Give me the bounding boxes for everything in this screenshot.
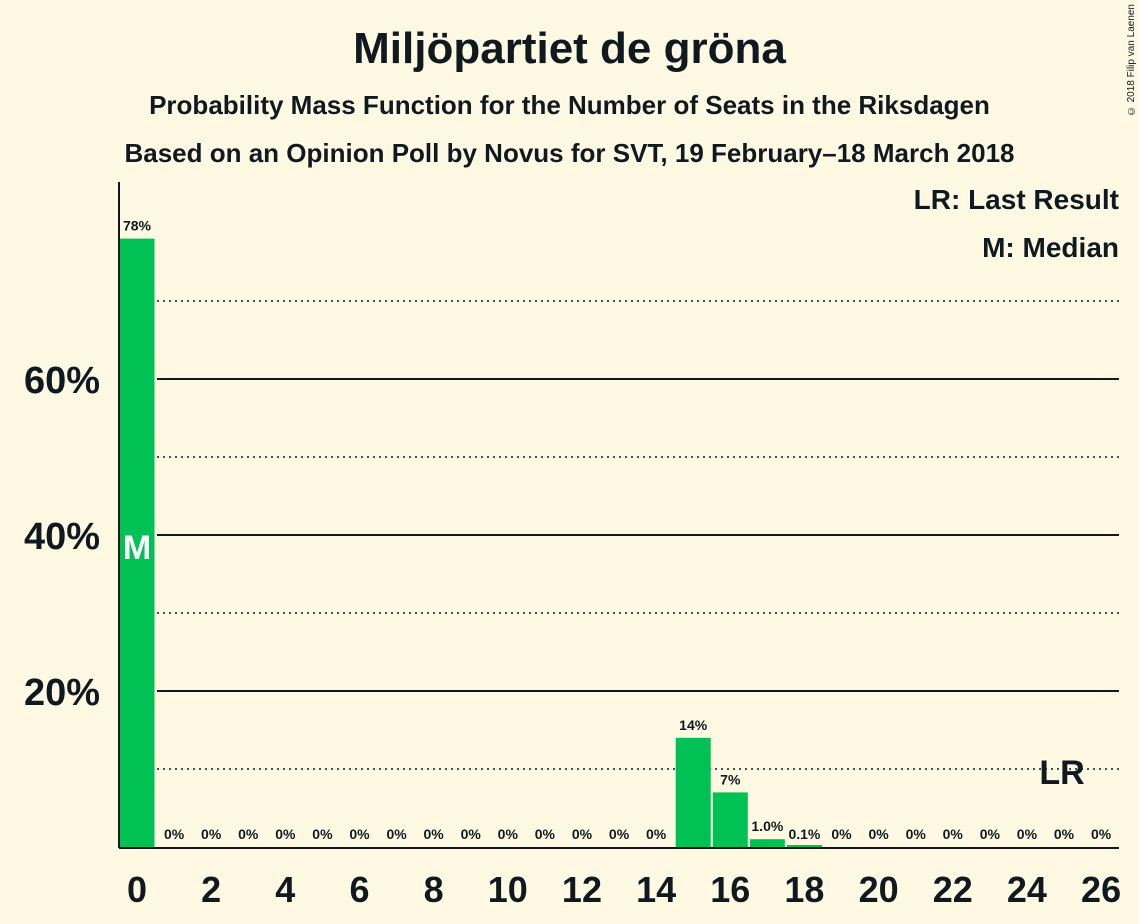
median-marker: M bbox=[123, 529, 151, 567]
bar-value-label: 0% bbox=[386, 826, 407, 842]
bar-value-label: 0% bbox=[312, 826, 333, 842]
x-tick-label: 18 bbox=[784, 869, 824, 910]
y-tick-label: 40% bbox=[24, 516, 100, 558]
x-tick-label: 22 bbox=[933, 869, 973, 910]
x-tick-label: 2 bbox=[201, 869, 221, 910]
bar-value-label: 7% bbox=[720, 771, 741, 787]
bar-value-label: 0% bbox=[980, 826, 1001, 842]
chart-title: Miljöpartiet de gröna bbox=[353, 24, 786, 73]
y-tick-label: 20% bbox=[24, 672, 100, 714]
x-tick-label: 10 bbox=[488, 869, 528, 910]
chart-subtitle: Probability Mass Function for the Number… bbox=[149, 90, 990, 120]
bar-value-label: 0% bbox=[906, 826, 927, 842]
bar-value-label: 0% bbox=[868, 826, 889, 842]
x-tick-label: 8 bbox=[424, 869, 444, 910]
bar-value-label: 0% bbox=[943, 826, 964, 842]
bar-value-label: 0% bbox=[164, 826, 185, 842]
bar-value-label: 1.0% bbox=[751, 818, 783, 834]
bar bbox=[119, 238, 155, 848]
bar-value-label: 0% bbox=[535, 826, 556, 842]
x-tick-label: 6 bbox=[349, 869, 369, 910]
bar-value-label: 14% bbox=[679, 717, 708, 733]
bar-value-label: 0% bbox=[831, 826, 852, 842]
x-tick-label: 4 bbox=[275, 869, 295, 910]
chart-source-subtitle: Based on an Opinion Poll by Novus for SV… bbox=[124, 138, 1015, 168]
x-tick-label: 26 bbox=[1081, 869, 1121, 910]
bar-value-label: 0% bbox=[275, 826, 296, 842]
bar-value-label: 0% bbox=[646, 826, 667, 842]
bar bbox=[749, 839, 785, 847]
bar bbox=[675, 737, 711, 847]
bar-value-label: 0% bbox=[609, 826, 630, 842]
y-tick-label: 60% bbox=[24, 360, 100, 402]
bar-value-label: 0% bbox=[424, 826, 445, 842]
x-tick-label: 24 bbox=[1007, 869, 1047, 910]
bar-value-label: 0% bbox=[201, 826, 222, 842]
bar-value-label: 0.1% bbox=[788, 826, 820, 842]
bar-value-label: 0% bbox=[572, 826, 593, 842]
bar-value-label: 0% bbox=[1091, 826, 1112, 842]
x-tick-label: 16 bbox=[710, 869, 750, 910]
legend-last-result: LR: Last Result bbox=[913, 184, 1119, 215]
x-tick-label: 14 bbox=[636, 869, 676, 910]
bar bbox=[712, 792, 748, 847]
legend-median: M: Median bbox=[982, 232, 1119, 263]
bar-value-label: 0% bbox=[238, 826, 259, 842]
bar bbox=[786, 845, 822, 847]
bar-value-label: 78% bbox=[123, 218, 152, 234]
x-tick-label: 0 bbox=[127, 869, 147, 910]
bar-value-label: 0% bbox=[1017, 826, 1038, 842]
x-tick-label: 20 bbox=[859, 869, 899, 910]
bar-value-label: 0% bbox=[461, 826, 482, 842]
bar-value-label: 0% bbox=[349, 826, 370, 842]
bar-value-label: 0% bbox=[498, 826, 519, 842]
last-result-marker: LR bbox=[1039, 754, 1084, 792]
x-tick-label: 12 bbox=[562, 869, 602, 910]
bar-value-label: 0% bbox=[1054, 826, 1075, 842]
